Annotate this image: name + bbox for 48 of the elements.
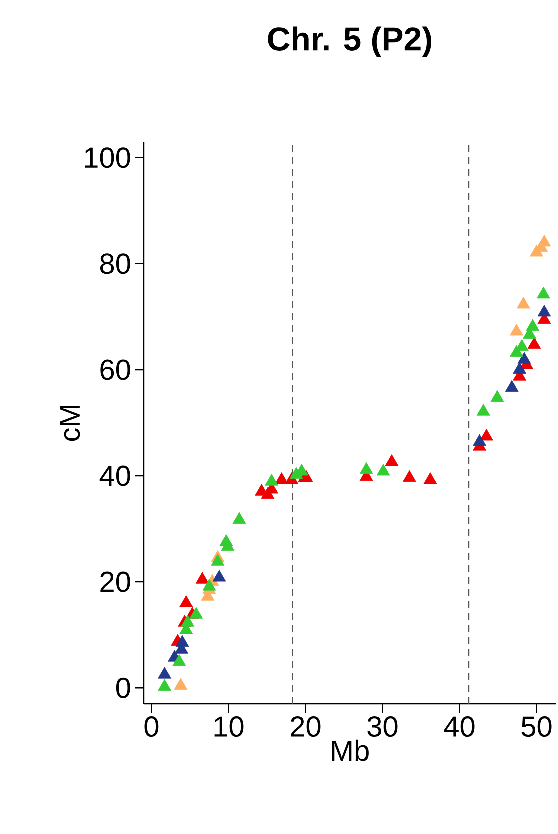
point (518, 352, 532, 364)
point (536, 286, 550, 299)
point (385, 454, 399, 466)
y-tick-label: 40 (100, 466, 130, 486)
point (528, 337, 542, 350)
point (196, 572, 210, 584)
y-tick-label: 60 (100, 360, 130, 380)
y-tick-label: 0 (116, 678, 130, 698)
y-tick-label: 20 (100, 572, 130, 592)
point (510, 324, 524, 336)
point (174, 678, 188, 690)
point (526, 319, 540, 331)
x-axis-title: Mb (332, 740, 369, 762)
point (476, 404, 490, 416)
x-tick-label: 30 (368, 716, 398, 738)
point (490, 390, 504, 402)
point (265, 474, 279, 486)
y-tick-label: 80 (100, 254, 130, 274)
point (360, 462, 374, 474)
x-tick-label: 40 (444, 716, 475, 738)
point (402, 470, 416, 482)
point (176, 635, 190, 647)
point (212, 570, 226, 582)
point (202, 579, 216, 591)
point (376, 464, 390, 476)
point (158, 679, 172, 691)
point (473, 434, 486, 446)
point (190, 607, 204, 619)
point (513, 362, 526, 374)
chart-title: Chr. 5 (P2) (268, 26, 432, 58)
point (180, 596, 194, 608)
y-tick-label: 100 (85, 148, 130, 168)
point (538, 235, 552, 247)
point (158, 667, 172, 679)
point (211, 554, 225, 566)
point (181, 615, 195, 627)
y-axis-title: cM (60, 406, 80, 442)
point (516, 297, 530, 309)
point (424, 472, 438, 484)
x-tick-label: 20 (291, 716, 321, 738)
x-tick-label: 0 (144, 716, 159, 738)
point (538, 305, 552, 317)
x-tick-label: 10 (214, 716, 244, 738)
point (232, 512, 246, 524)
point (480, 429, 494, 441)
point (172, 654, 186, 666)
point (505, 380, 519, 392)
x-tick-label: 50 (522, 716, 552, 738)
